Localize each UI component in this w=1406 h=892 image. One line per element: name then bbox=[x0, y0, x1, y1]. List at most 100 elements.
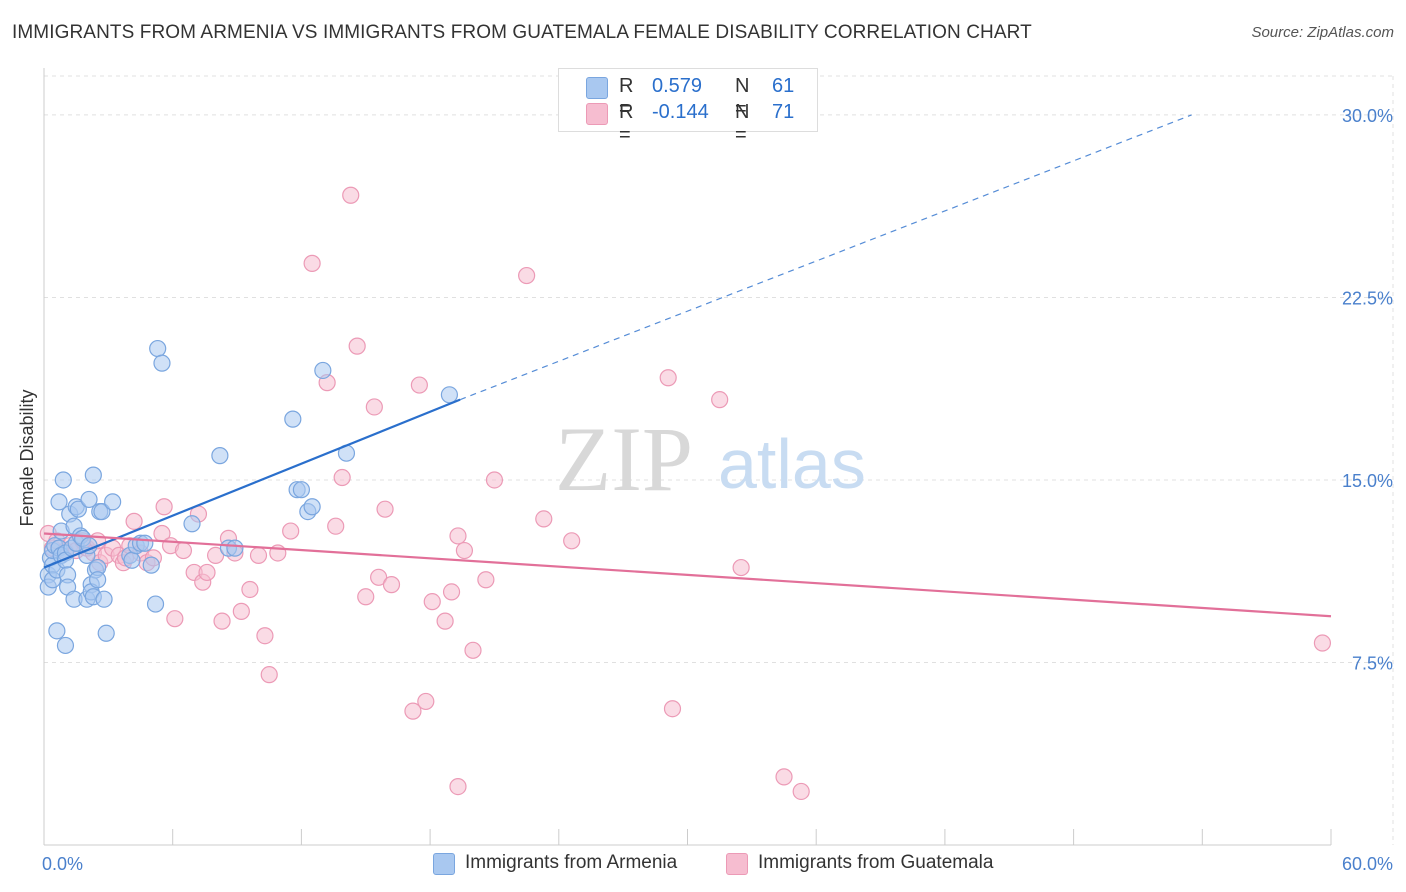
armenia-point bbox=[153, 354, 171, 372]
armenia-r-value: 0.579 bbox=[652, 75, 703, 97]
guatemala-n-value: 71 bbox=[772, 101, 795, 123]
trendlines bbox=[43, 114, 1332, 618]
guatemala-point bbox=[342, 186, 360, 204]
guatemala-swatch bbox=[586, 103, 608, 125]
x-tick-label: 0.0% bbox=[42, 854, 83, 874]
guatemala-point bbox=[256, 627, 274, 645]
legend-n-label: N = bbox=[735, 101, 750, 146]
armenia-point bbox=[211, 447, 229, 465]
guatemala-point bbox=[563, 532, 581, 550]
armenia-point bbox=[142, 556, 160, 574]
guatemala-point bbox=[249, 546, 268, 565]
y-tick-label: 7.5% bbox=[1352, 653, 1393, 673]
armenia-n-value: 61 bbox=[772, 75, 795, 97]
y-tick-label: 15.0% bbox=[1342, 471, 1393, 491]
guatemala-point bbox=[232, 602, 250, 620]
tick-labels: 7.5% 15.0% 22.5% 30.0% 0.0% 60.0% bbox=[42, 106, 1393, 874]
guatemala-point bbox=[282, 522, 300, 540]
armenia-point bbox=[80, 490, 98, 509]
guatemala-point bbox=[213, 612, 231, 630]
watermark-atlas: atlas bbox=[718, 425, 866, 503]
guatemala-point bbox=[775, 768, 793, 786]
watermark-zip: ZIP bbox=[555, 408, 693, 510]
armenia-point bbox=[93, 503, 111, 521]
armenia-trendline bbox=[43, 398, 461, 569]
watermark: ZIP atlas bbox=[555, 408, 866, 510]
armenia-point bbox=[97, 624, 115, 642]
armenia-point bbox=[149, 339, 167, 358]
y-tick-label: 30.0% bbox=[1342, 106, 1393, 126]
y-tick-label: 22.5% bbox=[1342, 288, 1393, 308]
guatemala-point bbox=[198, 563, 216, 582]
armenia-point bbox=[440, 386, 459, 404]
armenia-point bbox=[284, 410, 302, 428]
guatemala-point bbox=[382, 576, 401, 594]
guatemala-legend-swatch bbox=[726, 853, 748, 875]
guatemala-point bbox=[449, 777, 467, 796]
guatemala-point bbox=[404, 702, 422, 720]
armenia-legend-label: Immigrants from Armenia bbox=[465, 852, 678, 873]
armenia-point bbox=[314, 361, 332, 380]
guatemala-point bbox=[166, 610, 184, 628]
guatemala-point bbox=[365, 398, 383, 416]
y-axis-label: Female Disability bbox=[17, 389, 37, 526]
armenia-point bbox=[50, 493, 68, 511]
guatemala-trendline bbox=[43, 532, 1332, 618]
guatemala-r-value: -0.144 bbox=[652, 101, 709, 123]
guatemala-point bbox=[207, 546, 225, 565]
guatemala-point bbox=[155, 498, 173, 516]
guatemala-point bbox=[477, 571, 495, 589]
armenia-point bbox=[48, 622, 66, 640]
armenia-trendline-extension bbox=[459, 114, 1192, 401]
armenia-point bbox=[56, 636, 75, 655]
guatemala-point bbox=[423, 593, 441, 611]
guatemala-point bbox=[333, 468, 351, 487]
armenia-point bbox=[54, 471, 72, 489]
guatemala-point bbox=[370, 568, 388, 586]
guatemala-point bbox=[357, 588, 375, 606]
guatemala-point bbox=[464, 641, 482, 659]
guatemala-point bbox=[792, 782, 810, 801]
legend-r-label: R = bbox=[619, 75, 634, 120]
armenia-point bbox=[69, 500, 87, 518]
legend-n-label: N = bbox=[735, 75, 750, 120]
guatemala-point bbox=[485, 471, 504, 489]
guatemala-point bbox=[449, 527, 467, 545]
armenia-point bbox=[84, 466, 102, 484]
armenia-point bbox=[292, 481, 310, 499]
armenia-point bbox=[226, 539, 244, 557]
axes bbox=[43, 68, 1332, 846]
guatemala-point bbox=[442, 583, 461, 601]
guatemala-point bbox=[348, 337, 366, 355]
guatemala-point bbox=[410, 376, 428, 394]
armenia-point bbox=[136, 534, 154, 552]
source-note: Source: ZipAtlas.com bbox=[1251, 24, 1394, 41]
guatemala-legend-label: Immigrants from Guatemala bbox=[758, 852, 994, 873]
guatemala-point bbox=[241, 580, 259, 599]
armenia-point bbox=[303, 498, 321, 516]
armenia-point bbox=[89, 571, 107, 589]
guatemala-point bbox=[732, 558, 750, 577]
guatemala-point bbox=[1313, 634, 1332, 652]
guatemala-point bbox=[455, 541, 474, 560]
guatemala-point bbox=[436, 612, 454, 630]
armenia-points bbox=[39, 339, 459, 655]
chart-title: IMMIGRANTS FROM ARMENIA VS IMMIGRANTS FR… bbox=[12, 22, 1032, 43]
x-tick-label: 60.0% bbox=[1342, 854, 1393, 874]
guatemala-point bbox=[260, 666, 278, 684]
guatemala-point bbox=[327, 517, 345, 535]
guatemala-point bbox=[125, 512, 143, 530]
guatemala-point bbox=[174, 541, 193, 560]
guatemala-point bbox=[711, 391, 729, 409]
legend-r-label: R = bbox=[619, 101, 634, 146]
armenia-legend-swatch bbox=[433, 853, 455, 875]
stats-legend: R = 0.579 N = 61 R = -0.144 N = 71 bbox=[558, 68, 818, 146]
guatemala-point bbox=[663, 700, 682, 718]
guatemala-point bbox=[417, 692, 435, 711]
guatemala-point bbox=[535, 510, 553, 528]
armenia-point bbox=[104, 493, 122, 511]
guatemala-point bbox=[518, 266, 536, 285]
armenia-point bbox=[123, 551, 141, 569]
armenia-swatch bbox=[586, 77, 608, 99]
